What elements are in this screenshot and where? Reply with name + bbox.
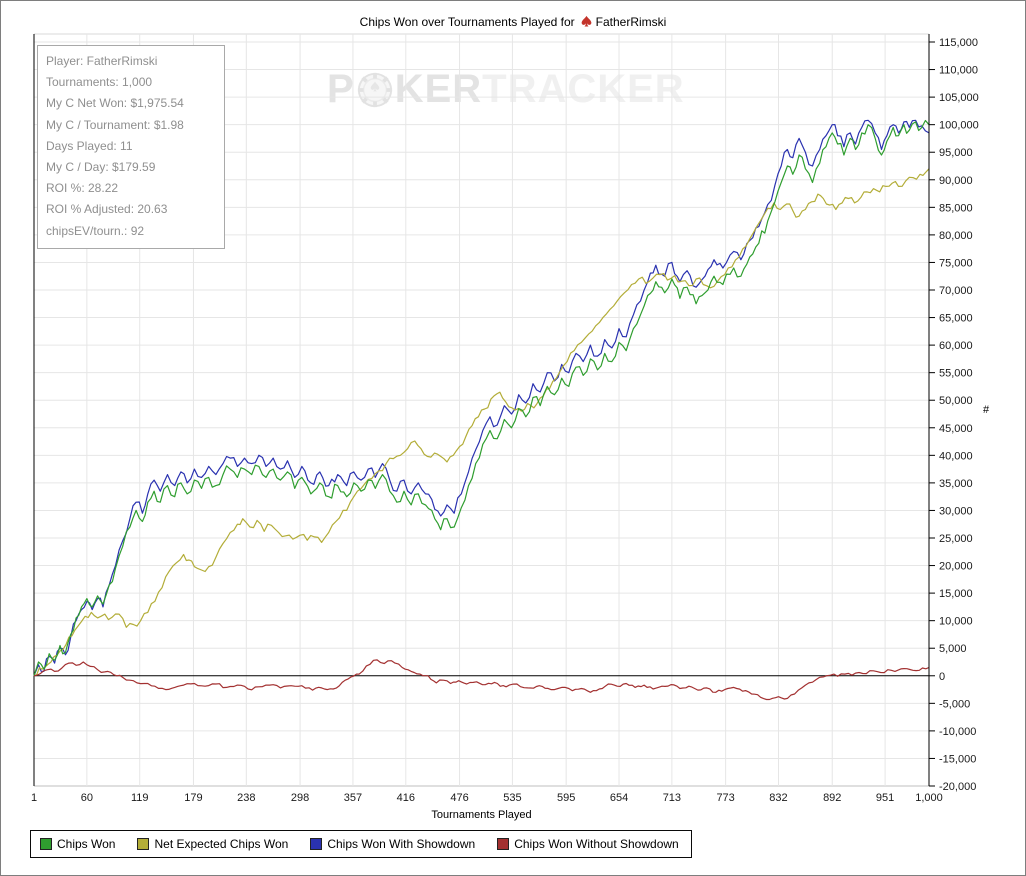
series-line-chips-won-without-showdown (33, 659, 930, 701)
y-tick-label: 65,000 (939, 313, 973, 325)
x-tick-label: 476 (450, 792, 468, 804)
x-tick-label: 832 (769, 792, 787, 804)
x-tick-label: 713 (663, 792, 681, 804)
x-tick-label: 654 (610, 792, 628, 804)
legend-swatch (40, 838, 52, 850)
y-tick-label: -10,000 (939, 726, 976, 738)
legend-label: Chips Won With Showdown (327, 837, 476, 851)
y-tick-label: 105,000 (939, 92, 979, 104)
y-tick-label: -15,000 (939, 753, 976, 765)
legend-swatch (137, 838, 150, 850)
y-tick-label: 10,000 (939, 616, 973, 628)
x-tick-label: 238 (237, 792, 255, 804)
x-tick-label: 951 (876, 792, 894, 804)
y-axis-title: # (983, 404, 990, 416)
legend-item-chips-won-with-showdown: Chips Won With Showdown (310, 837, 475, 851)
x-tick-label: 1,000 (915, 792, 943, 804)
legend-item-chips-won-without-showdown: Chips Won Without Showdown (497, 837, 679, 851)
chart-legend: Chips Won Net Expected Chips Won Chips Won… (30, 830, 692, 858)
legend-swatch (497, 838, 510, 850)
y-tick-label: 80,000 (939, 230, 973, 242)
legend-item-chips-won: Chips Won (40, 837, 115, 851)
y-tick-label: -20,000 (939, 781, 976, 793)
y-tick-label: 0 (939, 671, 945, 683)
y-tick-label: 85,000 (939, 202, 973, 214)
y-tick-label: 20,000 (939, 561, 973, 573)
pokertracker-watermark: P KER TRACKER (327, 67, 685, 112)
y-tick-label: 100,000 (939, 120, 979, 132)
legend-item-net-expected-chips-won: Net Expected Chips Won (137, 837, 288, 851)
y-tick-label: 15,000 (939, 588, 973, 600)
stats-line: Tournaments: 1,000 (46, 75, 153, 90)
stats-line: My C Net Won: $1,975.54 (46, 96, 184, 111)
watermark-text-p: P (327, 67, 355, 111)
y-tick-label: 115,000 (939, 37, 978, 49)
legend-label: Chips Won Without Showdown (514, 837, 679, 851)
y-tick-label: 110,000 (939, 65, 978, 77)
x-tick-label: 1 (31, 792, 37, 804)
x-tick-label: 892 (823, 792, 841, 804)
x-tick-label: 357 (344, 792, 362, 804)
x-tick-label: 416 (397, 792, 415, 804)
y-tick-label: 75,000 (939, 257, 973, 269)
watermark-text-ker: KER (394, 67, 483, 111)
watermark-text-tracker: TRACKER (482, 67, 685, 111)
y-tick-label: 40,000 (939, 450, 973, 462)
x-tick-label: 60 (81, 792, 93, 804)
y-tick-label: -5,000 (939, 698, 970, 710)
stats-line: ROI % Adjusted: 20.63 (46, 202, 168, 217)
stats-line: Player: FatherRimski (46, 54, 158, 68)
x-tick-label: 119 (131, 792, 149, 804)
x-tick-label: 535 (503, 792, 521, 804)
legend-label: Chips Won (57, 837, 116, 851)
y-tick-label: 25,000 (939, 533, 973, 545)
series-line-chips-won-with-showdown (33, 119, 930, 677)
series-line-net-expected-chips-won (33, 168, 930, 677)
legend-label: Net Expected Chips Won (154, 837, 289, 851)
stats-line: chipsEV/tourn.: 92 (46, 223, 145, 238)
y-tick-label: 90,000 (939, 175, 973, 187)
red-spade-icon (581, 15, 592, 27)
x-tick-label: 595 (557, 792, 575, 804)
series-line-chips-won (33, 119, 930, 676)
legend-swatch (310, 838, 323, 850)
stats-line: My C / Tournament: $1.98 (46, 117, 184, 132)
stats-line: ROI %: 28.22 (46, 181, 119, 196)
y-tick-label: 95,000 (939, 147, 973, 159)
chart-title-text: Chips Won over Tournaments Played for (359, 15, 575, 29)
stats-line: My C / Day: $179.59 (46, 160, 156, 175)
y-tick-label: 70,000 (939, 285, 973, 297)
y-tick-label: 45,000 (939, 423, 973, 435)
y-tick-label: 55,000 (939, 368, 973, 380)
chart-title-player: FatherRimski (595, 15, 667, 29)
y-tick-label: 50,000 (939, 395, 973, 407)
stats-box: Player: FatherRimski Tournaments: 1,000 My… (37, 45, 225, 249)
x-tick-label: 298 (291, 792, 309, 804)
x-tick-label: 773 (716, 792, 734, 804)
y-tick-label: 60,000 (939, 340, 973, 352)
y-tick-label: 30,000 (939, 505, 973, 517)
stats-line: Days Played: 11 (46, 138, 133, 153)
y-tick-label: 35,000 (939, 478, 973, 490)
x-axis-title: Tournaments Played (431, 809, 531, 821)
y-tick-label: 5,000 (939, 643, 967, 655)
x-tick-label: 179 (184, 792, 202, 804)
chart-title: Chips Won over Tournaments Played for Fat… (1, 15, 1025, 29)
